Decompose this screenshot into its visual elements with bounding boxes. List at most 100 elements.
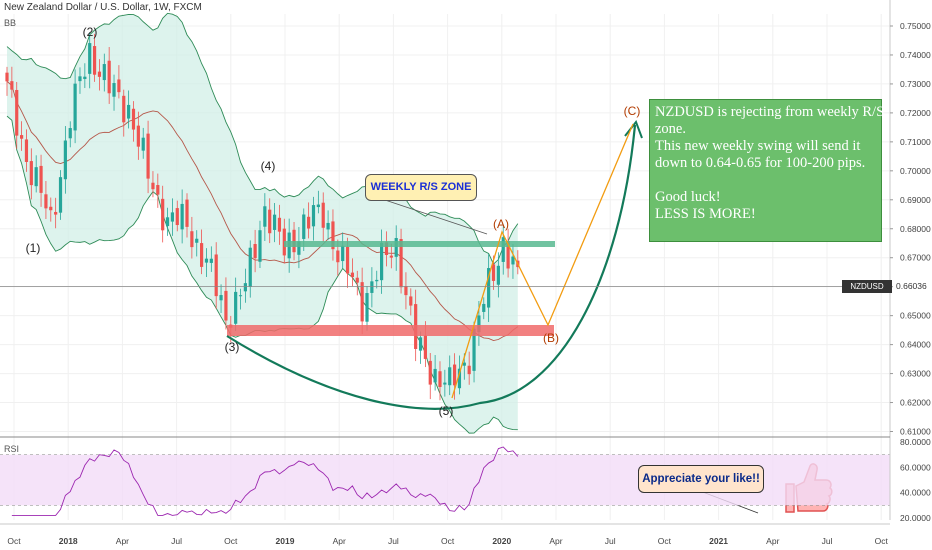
candle-body: [161, 198, 165, 231]
candle-body: [297, 241, 301, 255]
x-tick-label: Oct: [224, 536, 238, 546]
candle-body: [384, 242, 389, 255]
candle-body: [39, 165, 43, 193]
rs-zones: [227, 241, 555, 336]
x-tick-label: Jul: [822, 536, 833, 546]
candle-body: [63, 140, 67, 180]
candle-body: [58, 177, 63, 213]
candle-body: [204, 258, 209, 263]
candle-body: [389, 255, 393, 258]
wave-label: (2): [83, 25, 98, 39]
candle-body: [97, 71, 102, 77]
candle-body: [336, 250, 340, 263]
candle-body: [83, 76, 87, 80]
analysis-note: NZDUSD is rejecting from weekly R/S zone…: [649, 99, 884, 242]
candle-body: [311, 205, 316, 227]
candle-body: [345, 246, 350, 274]
candle-body: [467, 365, 471, 375]
wave-label: (5): [439, 404, 454, 418]
candle-body: [331, 221, 335, 250]
candle-body: [24, 139, 29, 162]
candle-body: [404, 286, 408, 296]
candle-body: [136, 125, 140, 147]
candle-body: [234, 291, 238, 324]
candle-body: [457, 368, 462, 389]
y-tick-label: 0.68000: [900, 224, 931, 234]
x-tick-label: Oct: [7, 536, 21, 546]
y-tick-label: 0.73000: [900, 79, 931, 89]
rsi-line: [11, 446, 519, 516]
candle-body: [268, 209, 272, 234]
candle-body: [292, 229, 296, 253]
candle-body: [452, 364, 457, 386]
y-tick-label: 0.64000: [900, 340, 931, 350]
y-tick-label: 0.74000: [900, 50, 931, 60]
candle-body: [195, 238, 199, 243]
y-tick-label: 0.65000: [900, 311, 931, 321]
wave-labels: (1) (2) (3) (4) (5) (A) (B) (C): [26, 25, 641, 418]
y-tick-label: 0.61000: [900, 427, 931, 437]
candle-body: [175, 208, 179, 226]
candle-body: [394, 238, 398, 257]
candle-body: [341, 245, 345, 262]
candle-body: [243, 283, 247, 292]
candle-body: [360, 282, 364, 322]
candle-body: [472, 328, 476, 371]
candle-body: [462, 362, 466, 366]
x-tick-label: Apr: [116, 536, 129, 546]
candle-body: [219, 295, 223, 301]
candle-body: [248, 247, 252, 287]
candle-body: [418, 337, 423, 351]
candle-body: [73, 83, 77, 131]
x-tick-label: 2019: [276, 536, 295, 546]
y-tick-label: 0.67000: [900, 253, 931, 263]
candle-body: [107, 60, 111, 94]
rsi-indicator-label[interactable]: RSI: [4, 444, 20, 454]
resistance-zone: [284, 241, 555, 247]
note-line: down to 0.64-0.65 for 100-200 pips.: [655, 155, 866, 171]
candle-body: [355, 277, 359, 283]
basis-line: [6, 81, 519, 342]
candle-body: [423, 335, 427, 359]
x-tick-label: Apr: [766, 536, 779, 546]
candle-body: [200, 243, 204, 267]
y-tick-label: 0.69000: [900, 195, 931, 205]
candle-body: [506, 241, 510, 269]
candle-body: [238, 295, 243, 297]
candle-body: [146, 133, 150, 179]
x-tick-label: Oct: [658, 536, 672, 546]
candle-body: [491, 264, 496, 281]
candle-body: [263, 206, 267, 227]
candle-body: [190, 231, 194, 248]
weekly-zone-callout: WEEKLY R/S ZONE: [365, 174, 477, 201]
x-tick-label: Jul: [388, 536, 399, 546]
current-price-tag: 0.66036: [893, 280, 932, 293]
note-line: This new weekly swing will send it: [655, 138, 861, 154]
candle-body: [117, 79, 121, 93]
candle-body: [122, 95, 126, 123]
wave-label: (4): [261, 159, 276, 173]
candle-body: [131, 108, 136, 130]
candle-body: [209, 258, 213, 263]
candle-body: [365, 293, 369, 322]
symbol-change-tag: NZDUSD -9.40%: [842, 280, 892, 304]
candle-body: [44, 194, 48, 209]
candle-body: [156, 185, 160, 195]
appreciate-like-callout: Appreciate your like!!: [638, 465, 764, 493]
candle-body: [214, 254, 218, 297]
candle-body: [487, 268, 491, 308]
candle-body: [272, 214, 277, 230]
y-tick-label: 0.75000: [900, 21, 931, 31]
wave-label: (C): [624, 104, 641, 118]
band-fill: [7, 13, 518, 434]
candle-body: [88, 43, 92, 74]
candle-body: [277, 217, 282, 232]
x-tick-label: 2021: [709, 536, 728, 546]
candle-body: [29, 161, 33, 186]
bb-indicator-label[interactable]: BB: [4, 18, 17, 28]
candle-body: [258, 230, 262, 262]
candle-body: [409, 296, 413, 306]
candles: [5, 32, 520, 401]
candle-body: [438, 371, 442, 388]
